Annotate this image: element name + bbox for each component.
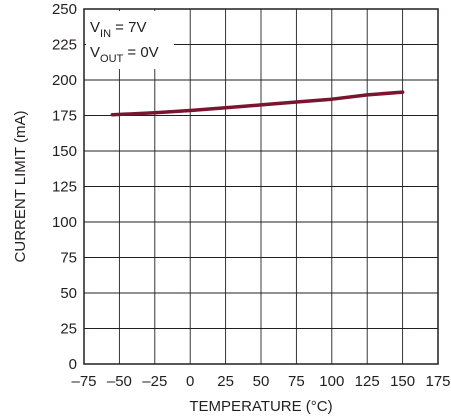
x-tick-label: –50	[107, 373, 132, 390]
y-tick-label: 25	[60, 321, 77, 338]
y-tick-label: 200	[52, 72, 77, 89]
y-tick-label: 175	[52, 108, 77, 125]
x-tick-label: 125	[355, 373, 380, 390]
y-tick-label: 100	[52, 214, 77, 231]
series-line	[110, 90, 405, 117]
y-tick-label: 150	[52, 143, 77, 160]
y-tick-label: 75	[60, 250, 77, 267]
annotation-box: VIN = 7V VOUT = 0V	[86, 11, 174, 69]
x-tick-label: 100	[319, 373, 344, 390]
x-tick-labels: –75 –50 –25 0 25 50 75 100 125 150 175	[71, 373, 450, 390]
y-tick-labels: 0 25 50 75 100 125 150 175 200 225 250	[52, 1, 77, 373]
plot-frame	[83, 8, 439, 365]
x-tick-label: 175	[425, 373, 450, 390]
y-tick-label: 250	[52, 1, 77, 18]
y-axis-label: CURRENT LIMIT (mA)	[12, 111, 29, 263]
annotation-vin: VIN = 7V	[90, 19, 146, 40]
y-tick-label: 225	[52, 37, 77, 54]
y-tick-label: 0	[69, 356, 77, 373]
x-tick-label: 75	[288, 373, 305, 390]
x-tick-label: –75	[71, 373, 96, 390]
annotation-vout: VOUT = 0V	[90, 44, 159, 65]
y-tick-label: 50	[60, 285, 77, 302]
y-tick-label: 125	[52, 179, 77, 196]
x-tick-label: 25	[217, 373, 234, 390]
x-axis-label: TEMPERATURE (°C)	[189, 398, 332, 415]
x-tick-label: –25	[142, 373, 167, 390]
x-tick-label: 150	[390, 373, 415, 390]
x-tick-label: 0	[186, 373, 194, 390]
series-layer	[110, 90, 405, 117]
x-tick-label: 50	[253, 373, 270, 390]
